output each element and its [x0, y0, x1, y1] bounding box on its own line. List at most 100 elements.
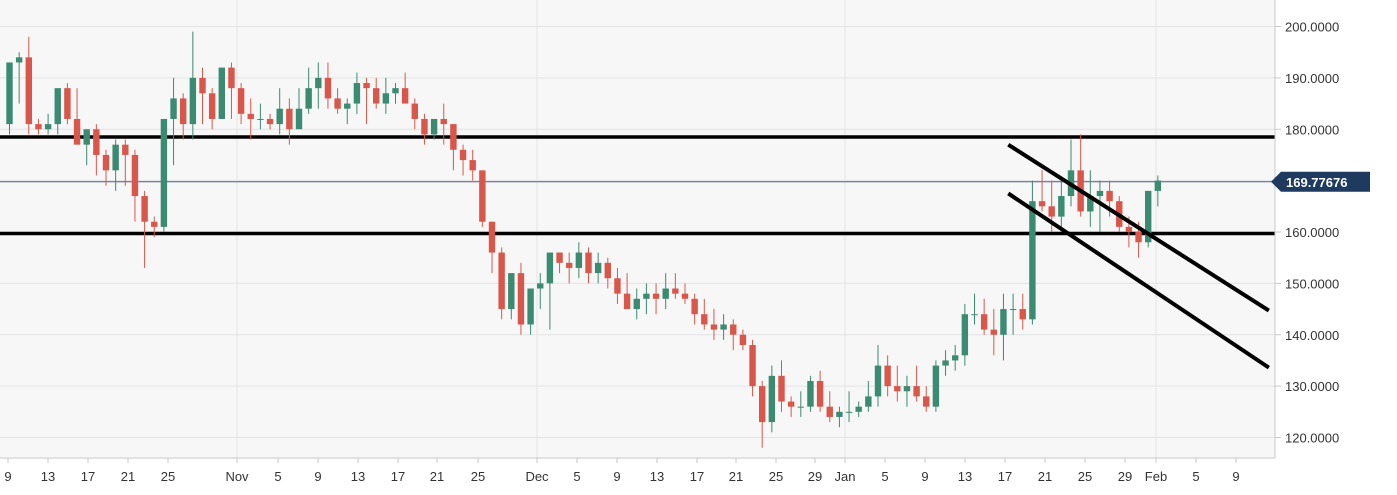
- candle-body: [102, 154, 110, 171]
- x-tick-label: 21: [1038, 469, 1052, 484]
- x-tick-label: Feb: [1145, 469, 1167, 484]
- candle-body: [276, 108, 283, 125]
- x-axis-background: [0, 458, 1275, 495]
- candle-body: [816, 380, 824, 407]
- candle-body: [93, 129, 100, 155]
- candle: [15, 52, 23, 104]
- candle: [952, 345, 959, 371]
- x-tick-label: 5: [1192, 469, 1199, 484]
- y-tick-label: 190.0000: [1285, 71, 1339, 86]
- candle: [324, 62, 332, 109]
- candle-body: [430, 118, 438, 135]
- candle-body: [623, 293, 631, 310]
- candle: [208, 88, 216, 130]
- candle-body: [64, 88, 71, 119]
- candle-body: [180, 98, 187, 125]
- candle: [865, 380, 872, 412]
- candle: [180, 93, 187, 140]
- candle: [826, 391, 833, 423]
- candle-body: [237, 88, 245, 114]
- candle: [1096, 180, 1104, 232]
- candle: [122, 139, 129, 186]
- candle: [305, 67, 312, 114]
- candle: [527, 288, 534, 335]
- candle-body: [1154, 180, 1162, 191]
- candle-body: [1145, 190, 1152, 243]
- candle: [585, 247, 592, 284]
- x-tick-label: 9: [4, 469, 11, 484]
- candle-body: [170, 98, 177, 119]
- candle-body: [894, 386, 901, 392]
- x-tick-label: 21: [430, 469, 444, 484]
- candle-body: [131, 154, 139, 197]
- x-tick-label: Nov: [225, 469, 249, 484]
- candle-body: [952, 355, 959, 361]
- candle-body: [112, 144, 119, 171]
- candle-body: [672, 288, 679, 294]
- candle-body: [315, 77, 322, 89]
- candle-body: [1048, 206, 1055, 217]
- candle-body: [440, 118, 447, 125]
- candle-body: [787, 401, 795, 407]
- candle-body: [537, 283, 544, 289]
- candle-body: [980, 314, 988, 330]
- trend-line-1: [1007, 191, 1270, 370]
- candle-body: [1058, 196, 1065, 217]
- candle-body: [382, 93, 390, 104]
- candle: [1009, 293, 1017, 335]
- y-axis-ticks: 200.0000190.0000180.0000170.0000160.0000…: [1275, 20, 1339, 446]
- candle: [643, 283, 650, 315]
- candle: [537, 273, 544, 310]
- candle-body: [6, 62, 13, 125]
- candle: [459, 144, 467, 176]
- candle-body: [508, 273, 515, 310]
- y-tick-label: 130.0000: [1285, 379, 1339, 394]
- candle-body: [411, 103, 418, 119]
- candle: [170, 77, 177, 166]
- candle-body: [874, 365, 882, 397]
- candle-body: [923, 396, 930, 407]
- candle-body: [942, 360, 949, 366]
- candle: [836, 406, 843, 428]
- candle-body: [141, 196, 148, 222]
- candle-body: [160, 118, 168, 227]
- candle: [450, 124, 457, 171]
- candle-body: [932, 365, 940, 407]
- candle-body: [199, 77, 206, 94]
- candle-body: [1029, 201, 1036, 320]
- candle-body: [189, 77, 197, 125]
- trend-lines: [1007, 142, 1270, 370]
- x-tick-label: 25: [161, 469, 175, 484]
- x-tick-label: 9: [1232, 469, 1239, 484]
- candle: [594, 252, 602, 284]
- candle: [102, 149, 110, 186]
- candle-body: [218, 67, 225, 119]
- candle: [488, 221, 496, 274]
- candle-body: [961, 314, 969, 356]
- candle: [237, 83, 245, 125]
- candle-body: [903, 386, 911, 392]
- x-tick-label: 9: [613, 469, 620, 484]
- candle: [720, 314, 727, 340]
- candle-body: [614, 278, 621, 294]
- candle: [884, 355, 891, 397]
- candle: [759, 380, 766, 448]
- candle-body: [691, 298, 698, 315]
- candle-body: [807, 380, 814, 407]
- candle-body: [826, 406, 833, 417]
- candle-body: [151, 221, 158, 227]
- candle: [1000, 293, 1007, 361]
- candle: [942, 350, 949, 376]
- candle-body: [797, 406, 804, 408]
- candle-body: [83, 129, 90, 145]
- candle-body: [122, 144, 129, 155]
- candle: [469, 149, 476, 181]
- candle: [131, 149, 139, 222]
- candle: [430, 118, 438, 140]
- candle: [1145, 190, 1152, 248]
- candle-body: [575, 252, 583, 268]
- candle-body: [594, 262, 602, 274]
- x-tick-label: Dec: [525, 469, 549, 484]
- candle-body: [971, 314, 978, 316]
